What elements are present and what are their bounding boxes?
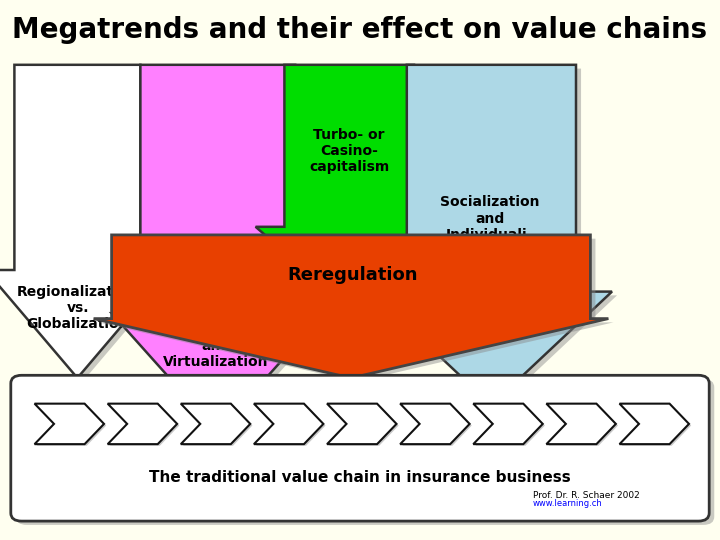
- Polygon shape: [549, 405, 618, 446]
- Text: Digitalization
and
Virtualization: Digitalization and Virtualization: [163, 322, 269, 369]
- Polygon shape: [35, 404, 104, 444]
- Polygon shape: [402, 405, 472, 446]
- Text: Reregulation: Reregulation: [287, 266, 418, 285]
- Polygon shape: [256, 65, 443, 308]
- Polygon shape: [37, 405, 106, 446]
- Polygon shape: [0, 65, 169, 378]
- Polygon shape: [181, 404, 251, 444]
- Polygon shape: [112, 65, 324, 432]
- Polygon shape: [261, 69, 448, 312]
- Text: Turbo- or
Casino-
capitalism: Turbo- or Casino- capitalism: [309, 128, 390, 174]
- Polygon shape: [183, 405, 253, 446]
- Polygon shape: [621, 405, 691, 446]
- Polygon shape: [473, 404, 543, 444]
- Polygon shape: [475, 405, 545, 446]
- Text: www.learning.ch: www.learning.ch: [533, 499, 603, 508]
- Text: Prof. Dr. R. Schaer 2002: Prof. Dr. R. Schaer 2002: [533, 491, 639, 500]
- Text: Socialization
and
Individuali-
zation: Socialization and Individuali- zation: [440, 195, 539, 258]
- Polygon shape: [254, 404, 323, 444]
- Polygon shape: [619, 404, 689, 444]
- Polygon shape: [94, 235, 608, 378]
- Text: The traditional value chain in insurance business: The traditional value chain in insurance…: [149, 470, 571, 485]
- Polygon shape: [400, 404, 469, 444]
- Polygon shape: [376, 69, 617, 409]
- Polygon shape: [99, 239, 613, 382]
- Polygon shape: [329, 405, 399, 446]
- Polygon shape: [371, 65, 612, 405]
- Polygon shape: [110, 405, 179, 446]
- FancyBboxPatch shape: [11, 375, 709, 521]
- Polygon shape: [0, 69, 174, 382]
- Text: Regionalization
vs.
Globalization: Regionalization vs. Globalization: [17, 285, 138, 331]
- Polygon shape: [546, 404, 616, 444]
- Polygon shape: [256, 405, 325, 446]
- FancyBboxPatch shape: [16, 379, 714, 525]
- Polygon shape: [327, 404, 397, 444]
- Polygon shape: [117, 69, 329, 436]
- Text: Megatrends and their effect on value chains: Megatrends and their effect on value cha…: [12, 16, 708, 44]
- Polygon shape: [108, 404, 177, 444]
